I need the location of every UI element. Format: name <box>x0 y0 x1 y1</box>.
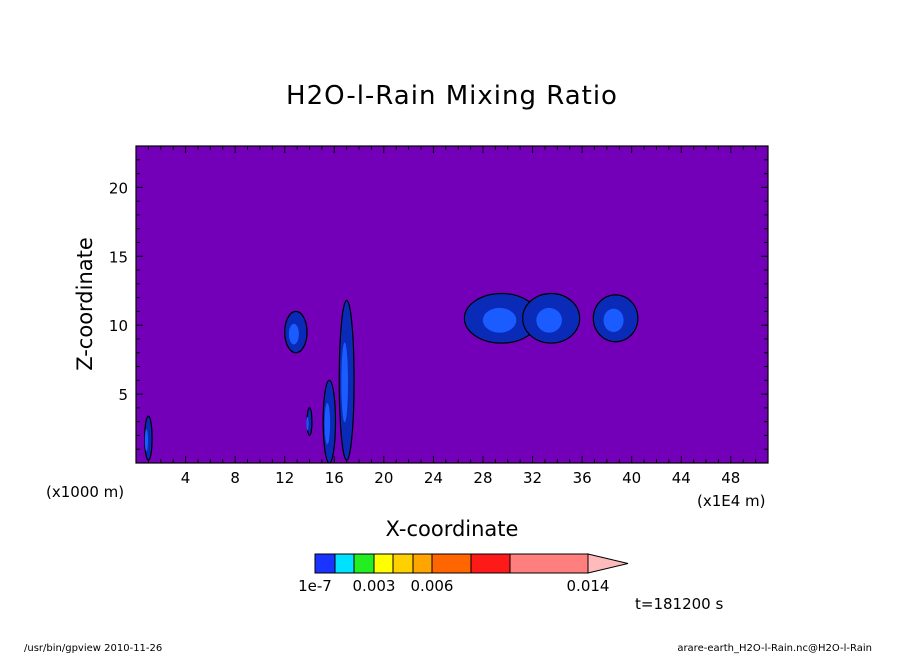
y-tick-label: 20 <box>109 179 128 197</box>
x-axis: 4 8 12 16 20 24 28 32 36 40 44 48 <box>147 146 757 487</box>
x-unit-label: (x1E4 m) <box>697 492 766 510</box>
x-axis-title: X-coordinate <box>386 517 519 541</box>
x-tick-label: 40 <box>622 469 641 487</box>
x-tick-label: 28 <box>473 469 492 487</box>
x-tick-label: 44 <box>672 469 691 487</box>
colorbar <box>314 553 629 574</box>
colorbar-labels: 1e-7 0.003 0.006 0.014 <box>298 577 609 595</box>
x-tick-label: 48 <box>721 469 740 487</box>
y-axis: 5 10 15 20 <box>109 159 768 450</box>
rain-contours <box>144 292 639 464</box>
rain-region-core-3 <box>324 402 331 445</box>
x-tick-label: 36 <box>573 469 592 487</box>
y-axis-title: Z-coordinate <box>73 237 97 371</box>
x-tick-label: 12 <box>275 469 294 487</box>
colorbar-label: 0.014 <box>567 577 610 595</box>
rain-region-core-5 <box>482 307 517 333</box>
colorbar-extend-arrow <box>587 553 629 574</box>
rain-region-core-7 <box>603 308 624 332</box>
colorbar-segment <box>470 553 511 574</box>
chart-title: H2O-l-Rain Mixing Ratio <box>286 81 618 111</box>
colorbar-segment <box>412 553 433 574</box>
colorbar-label: 0.003 <box>353 577 396 595</box>
colorbar-segment <box>392 553 414 574</box>
x-tick-label: 24 <box>424 469 443 487</box>
rain-region-core-2 <box>306 416 309 431</box>
x-tick-label: 8 <box>230 469 240 487</box>
time-label: t=181200 s <box>635 595 723 613</box>
colorbar-label: 1e-7 <box>298 577 332 595</box>
y-tick-label: 5 <box>118 386 128 404</box>
footer-right: arare-earth_H2O-l-Rain.nc@H2O-l-Rain <box>677 643 872 654</box>
y-tick-label: 10 <box>109 317 128 335</box>
colorbar-label: 0.006 <box>411 577 454 595</box>
colorbar-segment <box>334 553 355 574</box>
x-tick-label: 16 <box>325 469 344 487</box>
plot-area <box>135 145 769 464</box>
colorbar-segment <box>509 553 589 574</box>
rain-region-core-4 <box>341 342 349 423</box>
rain-region-core-6 <box>536 307 562 333</box>
x-tick-label: 20 <box>374 469 393 487</box>
y-tick-label: 15 <box>109 248 128 266</box>
colorbar-segment <box>314 553 336 574</box>
rain-region-core-1 <box>288 323 299 345</box>
x-tick-label: 4 <box>181 469 191 487</box>
footer-left: /usr/bin/gpview 2010-11-26 <box>24 643 162 654</box>
colorbar-segment <box>431 553 472 574</box>
z-unit-label: (x1000 m) <box>46 483 124 501</box>
rain-region-core-0 <box>144 429 149 452</box>
x-tick-label: 32 <box>523 469 542 487</box>
colorbar-segment <box>373 553 394 574</box>
colorbar-segment <box>353 553 375 574</box>
